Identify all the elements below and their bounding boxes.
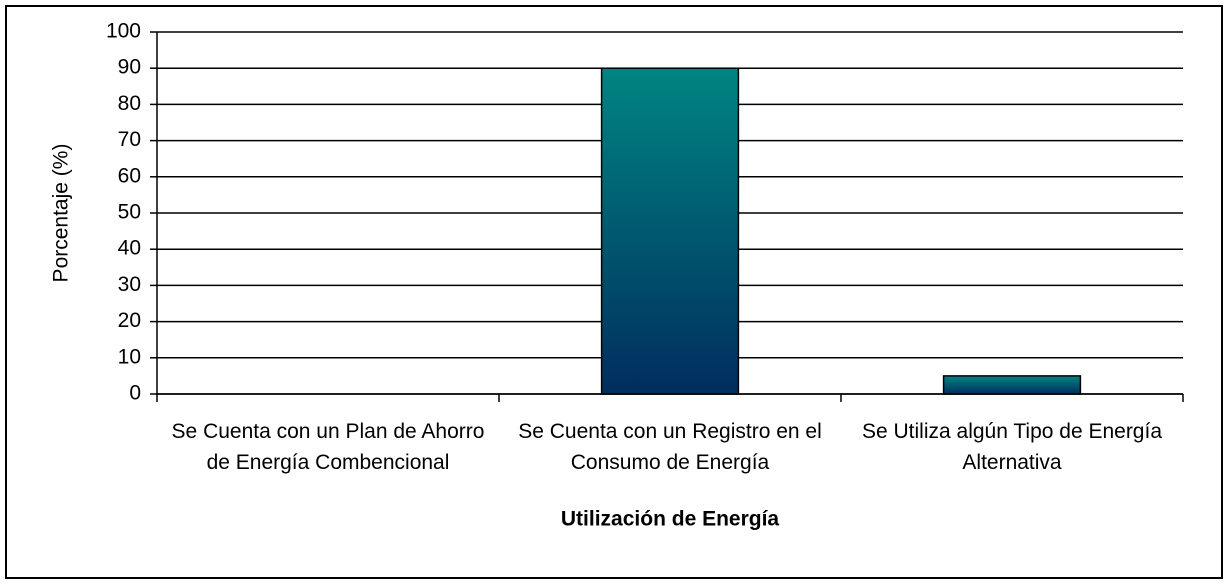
y-tick-label: 30: [118, 273, 141, 296]
bar: [942, 375, 1082, 395]
y-tick-label: 40: [118, 237, 141, 260]
y-tick-label: 60: [118, 164, 141, 187]
y-tick-label: 50: [118, 201, 141, 224]
y-tick-label: 20: [118, 309, 141, 332]
y-tick-label: 0: [129, 382, 141, 405]
x-tick-label: Se Utiliza algún Tipo de Energía Alterna…: [861, 420, 1163, 474]
y-tick-label: 100: [106, 20, 141, 43]
x-tick-label: Se Cuenta con un Registro en el Consumo …: [518, 420, 822, 474]
bar: [600, 67, 740, 395]
x-tick-label: Se Cuenta con un Plan de Ahorro de Energ…: [171, 420, 485, 474]
y-tick-label: 10: [118, 345, 141, 368]
y-axis-label: Porcentaje (%): [50, 144, 73, 283]
x-axis-label: Utilización de Energía: [561, 508, 780, 531]
y-tick-label: 80: [118, 92, 141, 115]
y-tick-label: 90: [118, 56, 141, 79]
y-tick-label: 70: [118, 128, 141, 151]
